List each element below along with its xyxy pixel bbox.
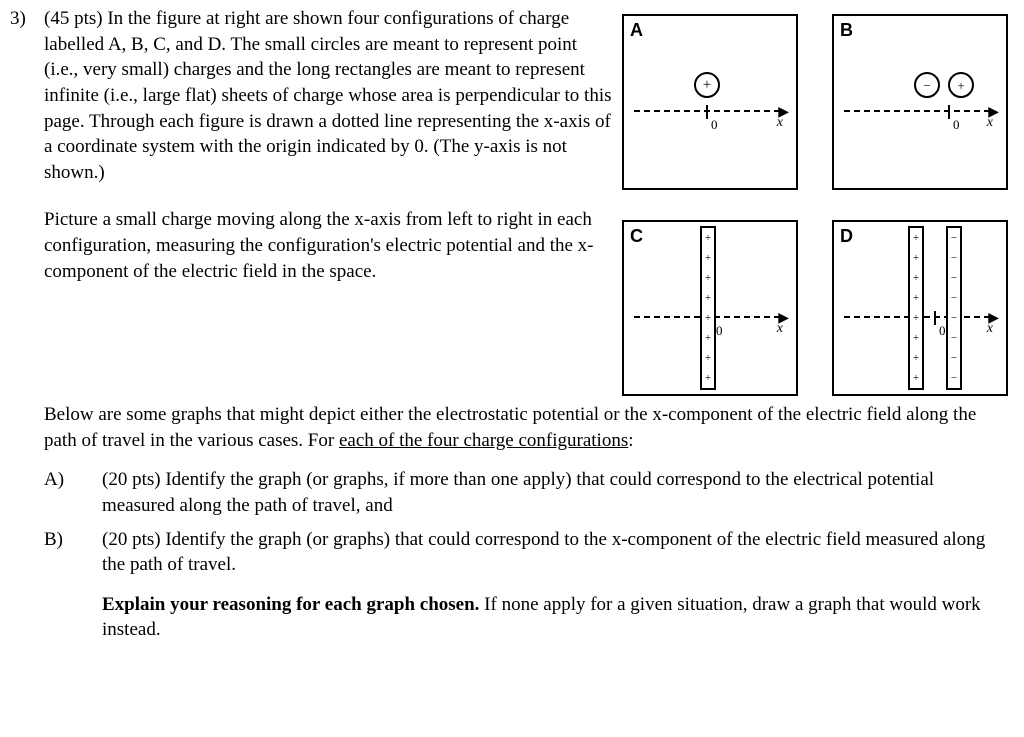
origin-label: 0 <box>953 116 960 134</box>
origin-tick <box>934 311 936 325</box>
figure-grid: A + 0 ▶ x B − <box>622 6 1008 396</box>
origin-tick <box>706 105 708 119</box>
panel-a-label: A <box>630 18 643 42</box>
sheet-sign: + <box>705 373 711 384</box>
sheet-sign: + <box>913 353 919 364</box>
sheet-sign: − <box>951 253 957 264</box>
origin-label: 0 <box>711 116 718 134</box>
charge-sheet: + + + + + + + + <box>700 226 716 390</box>
origin-label: 0 <box>716 322 723 340</box>
question-body: (45 pts) In the figure at right are show… <box>44 6 1008 657</box>
panel-d-label: D <box>840 224 853 248</box>
sheet-sign: + <box>913 253 919 264</box>
sheet-sign: + <box>913 313 919 324</box>
subpart-b-text: (20 pts) Identify the graph (or graphs) … <box>102 527 1008 578</box>
panel-d: D + + + + + + + + <box>832 220 1008 396</box>
origin-tick <box>948 105 950 119</box>
page: 3) (45 pts) In the figure at right are s… <box>0 0 1024 663</box>
sheet-sign: + <box>913 333 919 344</box>
points-inline: (45 pts) <box>44 8 107 29</box>
sheet-sign: + <box>705 313 711 324</box>
sheet-sign: − <box>951 233 957 244</box>
sheet-sign: − <box>951 273 957 284</box>
sheet-sign: + <box>913 273 919 284</box>
point-charge: − <box>914 72 940 98</box>
para1-text: In the figure at right are shown four co… <box>44 8 612 183</box>
question-number: 3) <box>10 6 44 32</box>
question-row: 3) (45 pts) In the figure at right are s… <box>10 6 1006 657</box>
subpart-a-label: A) <box>44 467 102 493</box>
point-charge: + <box>948 72 974 98</box>
figure-column: A + 0 ▶ x B − <box>622 6 1008 396</box>
panel-b-label: B <box>840 18 853 42</box>
x-label: x <box>777 114 783 133</box>
sheet-sign: + <box>705 333 711 344</box>
subpart-b: B) (20 pts) Identify the graph (or graph… <box>44 527 1008 578</box>
panel-c: C + + + + + + + + <box>622 220 798 396</box>
subpart-a: A) (20 pts) Identify the graph (or graph… <box>44 467 1008 518</box>
sheet-sign: + <box>913 373 919 384</box>
x-label: x <box>777 320 783 339</box>
sheet-sign: + <box>913 233 919 244</box>
subpart-b-label: B) <box>44 527 102 553</box>
charge-sheet: + + + + + + + + <box>908 226 924 390</box>
sheet-sign: − <box>951 373 957 384</box>
x-label: x <box>987 114 993 133</box>
paragraph-1: (45 pts) In the figure at right are show… <box>44 6 616 185</box>
origin-label: 0 <box>939 322 946 340</box>
para3-b: : <box>628 430 633 451</box>
paragraph-3: Below are some graphs that might depict … <box>44 402 1008 453</box>
left-column: (45 pts) In the figure at right are show… <box>44 6 622 298</box>
sheet-sign: + <box>913 293 919 304</box>
sheet-sign: + <box>705 353 711 364</box>
point-charge: + <box>694 72 720 98</box>
panel-c-label: C <box>630 224 643 248</box>
sheet-sign: − <box>951 333 957 344</box>
x-axis: 0 ▶ x <box>844 110 990 112</box>
para3-underline: each of the four charge configurations <box>339 430 628 451</box>
paragraph-2: Picture a small charge moving along the … <box>44 207 616 284</box>
panel-b: B − + 0 ▶ x <box>832 14 1008 190</box>
subpart-a-text: (20 pts) Identify the graph (or graphs, … <box>102 467 1008 518</box>
x-axis: 0 ▶ x <box>634 110 780 112</box>
sheet-sign: − <box>951 313 957 324</box>
top-flex: (45 pts) In the figure at right are show… <box>44 6 1008 396</box>
explain-bold: Explain your reasoning for each graph ch… <box>102 594 479 615</box>
explain-paragraph: Explain your reasoning for each graph ch… <box>102 592 1008 643</box>
x-label: x <box>987 320 993 339</box>
sheet-sign: + <box>705 233 711 244</box>
sheet-sign: − <box>951 293 957 304</box>
sheet-sign: + <box>705 293 711 304</box>
charge-sheet: − − − − − − − − <box>946 226 962 390</box>
sheet-sign: + <box>705 253 711 264</box>
panel-a: A + 0 ▶ x <box>622 14 798 190</box>
sheet-sign: + <box>705 273 711 284</box>
sheet-sign: − <box>951 353 957 364</box>
